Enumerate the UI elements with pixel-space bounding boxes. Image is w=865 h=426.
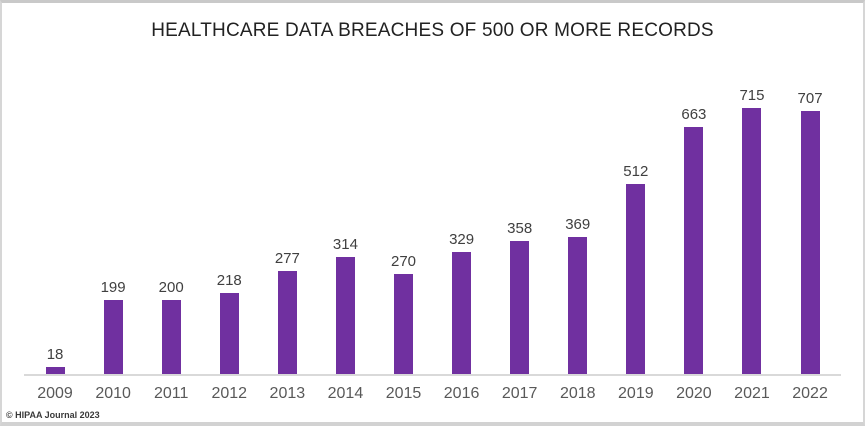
- bar: [103, 300, 123, 374]
- x-tick-label: 2022: [792, 385, 828, 402]
- bar-column: 707: [781, 74, 839, 374]
- bar-column: 200: [142, 74, 200, 374]
- plot-area: 18 199 200 218 277 314 270 329 358 369 5: [26, 74, 839, 374]
- bar-column: 329: [433, 74, 491, 374]
- bar: [800, 111, 820, 374]
- bar-value-label: 200: [158, 279, 184, 296]
- x-tick-label: 2019: [618, 385, 654, 402]
- bar-column: 277: [258, 74, 316, 374]
- bar: [510, 241, 530, 374]
- x-tick-label: 2012: [211, 385, 248, 402]
- bar: [335, 257, 355, 374]
- bar-value-label: 277: [274, 250, 300, 267]
- bar-value-label: 270: [390, 253, 417, 270]
- bar-value-label: 663: [681, 106, 707, 123]
- bar: [626, 184, 646, 374]
- bar: [45, 367, 65, 374]
- bar: [277, 271, 297, 374]
- x-axis-line: [24, 374, 841, 376]
- chart-title: HEALTHCARE DATA BREACHES OF 500 OR MORE …: [151, 20, 714, 41]
- bar-value-label: 18: [46, 346, 64, 363]
- bar: [219, 293, 239, 374]
- bar-column: 369: [549, 74, 607, 374]
- x-tick-label: 2018: [559, 385, 596, 402]
- x-tick-label: 2021: [734, 385, 770, 402]
- bar-column: 314: [316, 74, 374, 374]
- bar-value-label: 218: [216, 272, 242, 289]
- bar-value-label: 512: [623, 163, 649, 180]
- x-tick-label: 2009: [37, 385, 73, 402]
- bar-column: 663: [665, 74, 723, 374]
- x-tick-label: 2020: [676, 385, 712, 402]
- bar: [161, 300, 181, 374]
- x-tick-label: 2015: [385, 385, 422, 402]
- x-tick-label: 2014: [327, 385, 364, 402]
- bar: [742, 108, 762, 374]
- x-tick-label: 2013: [269, 385, 306, 402]
- bar-value-label: 358: [507, 220, 533, 237]
- bar-column: 512: [607, 74, 665, 374]
- bar-column: 199: [84, 74, 142, 374]
- x-axis-labels: 2009 2010 2011 2012 2013 2014 2015 2016 …: [26, 385, 839, 403]
- bar-column: 270: [374, 74, 432, 374]
- x-tick-label: 2010: [95, 385, 131, 402]
- bar-value-label: 369: [565, 216, 591, 233]
- bar-column: 218: [200, 74, 258, 374]
- bar-column: 358: [491, 74, 549, 374]
- x-tick-label: 2011: [153, 385, 189, 402]
- bar-value-label: 199: [100, 279, 126, 296]
- bar: [452, 252, 472, 374]
- bar-column: 18: [26, 74, 84, 374]
- bar-value-label: 707: [797, 90, 823, 107]
- bar-column: 715: [723, 74, 781, 374]
- bar: [684, 127, 704, 374]
- x-tick-label: 2017: [501, 385, 538, 402]
- bar: [394, 274, 413, 374]
- bar: [568, 237, 588, 374]
- source-credit: © HIPAA Journal 2023: [6, 410, 100, 420]
- bar-value-label: 329: [449, 231, 475, 248]
- bar-value-label: 715: [739, 87, 765, 104]
- bar-value-label: 314: [332, 236, 358, 253]
- x-tick-label: 2016: [443, 385, 480, 402]
